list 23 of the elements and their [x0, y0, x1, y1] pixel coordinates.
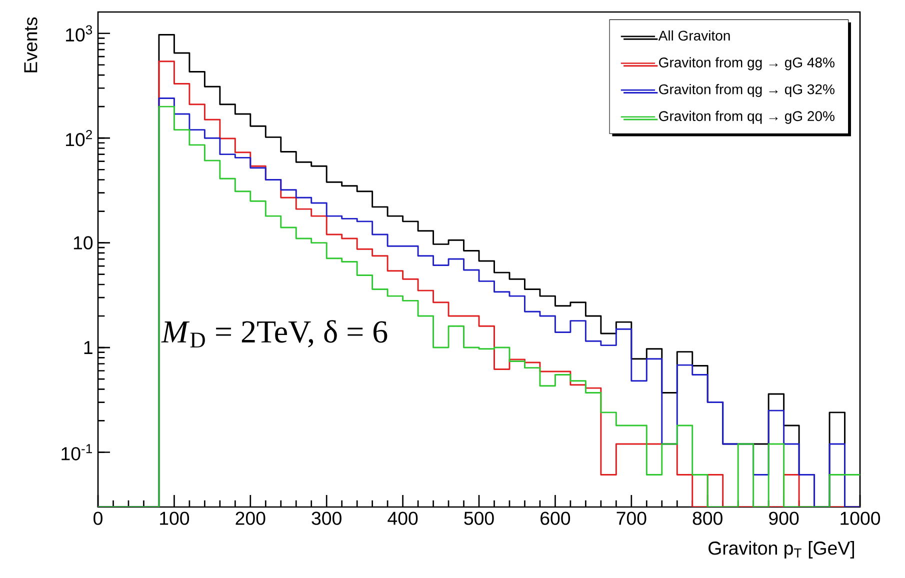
y-tick-label: 1	[84, 341, 92, 354]
y-tick-label: 10	[74, 236, 93, 250]
x-axis-title: Graviton p$_{T}$ [GeV]	[708, 541, 854, 558]
legend-label: Graviton from qg → qG 32%	[659, 84, 834, 98]
x-tick-label: 800	[692, 512, 722, 525]
x-tick-label: 0	[94, 512, 102, 525]
x-tick-label: 100	[160, 512, 190, 525]
y-tick-label: 10$^{2}$	[66, 130, 92, 146]
x-tick-label: 900	[769, 512, 799, 525]
x-tick-label: 500	[464, 512, 494, 525]
x-tick-label: 400	[388, 512, 418, 525]
legend-label: All Graviton	[658, 30, 730, 41]
legend-label: Graviton from qq → gG 20%	[659, 110, 834, 124]
y-axis-title: Events	[24, 17, 38, 72]
x-tick-label: 1000	[840, 512, 880, 525]
x-tick-label: 200	[236, 512, 266, 525]
annotation: M$_{D}$ = 2TeV, δ = 6	[161, 320, 388, 348]
legend-label: Graviton from gg → gG 48%	[659, 57, 834, 70]
y-tick-label: 10$^{-1}$	[62, 444, 92, 460]
y-tick-label: 10$^{3}$	[66, 25, 92, 42]
x-tick-label: 300	[312, 512, 342, 525]
x-tick-label: 600	[540, 512, 570, 525]
x-tick-label: 700	[616, 512, 646, 525]
